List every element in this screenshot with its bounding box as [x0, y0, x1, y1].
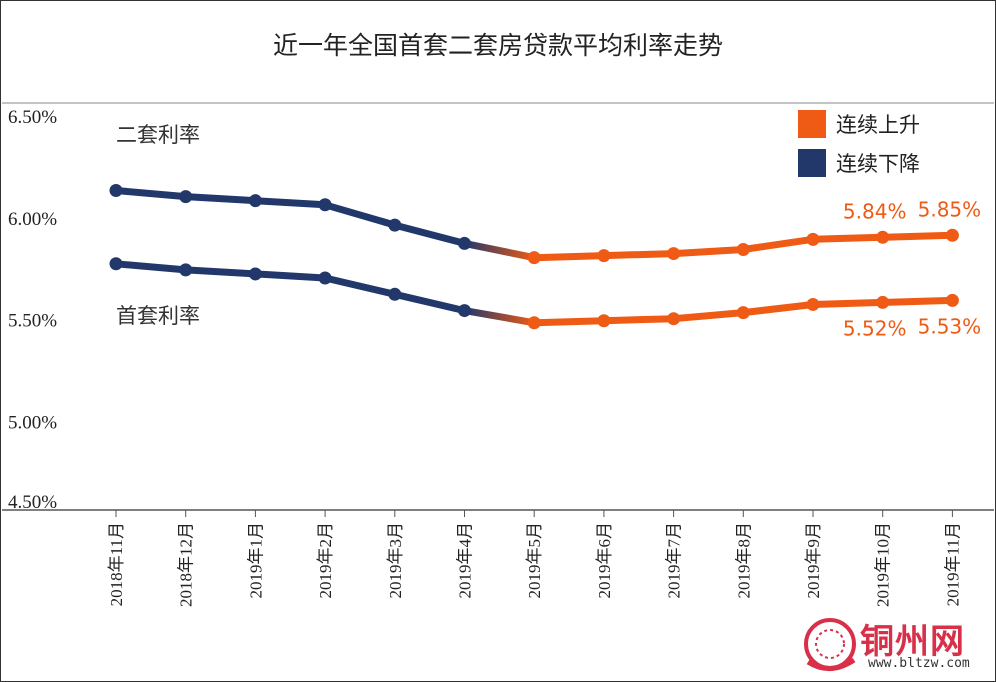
data-point	[388, 287, 402, 301]
series-name-label: 首套利率	[116, 304, 200, 328]
data-point	[876, 230, 890, 244]
data-point	[318, 271, 332, 285]
data-point	[248, 194, 262, 208]
x-tick-label: 2019年4月	[456, 522, 475, 599]
legend-label: 连续下降	[836, 152, 920, 176]
data-point	[736, 306, 750, 320]
series-line-falling	[112, 187, 468, 247]
series-name-label: 二套利率	[116, 123, 200, 147]
legend-label: 连续上升	[836, 113, 920, 137]
data-point	[945, 293, 959, 307]
data-point	[667, 247, 681, 261]
data-point	[458, 304, 471, 318]
data-point	[109, 257, 123, 271]
x-tick-label: 2019年9月	[804, 522, 823, 599]
data-point	[527, 251, 541, 265]
data-label: 5.52%	[843, 316, 907, 340]
x-tick-label: 2019年6月	[595, 522, 614, 599]
data-point	[806, 232, 820, 246]
data-point	[876, 295, 890, 309]
series-line-transition	[461, 307, 538, 327]
data-point	[388, 218, 402, 232]
x-tick-label: 2019年3月	[386, 522, 405, 599]
x-tick-label: 2019年7月	[665, 522, 684, 599]
y-tick-label: 5.00%	[8, 412, 57, 433]
data-point	[179, 190, 193, 204]
x-tick-label: 2019年2月	[316, 522, 335, 599]
x-tick-label: 2019年11月	[943, 522, 962, 606]
series-line-transition	[461, 239, 538, 262]
data-point	[109, 184, 123, 198]
data-point	[667, 312, 681, 326]
data-point	[597, 314, 611, 328]
data-point	[945, 228, 959, 242]
legend-swatch	[798, 110, 826, 138]
data-label: 5.53%	[918, 314, 982, 338]
x-tick-label: 2018年11月	[107, 522, 126, 606]
data-point	[318, 198, 332, 212]
site-watermark: 铜州网 www.bltzw.com	[800, 612, 990, 678]
legend-swatch	[798, 149, 826, 177]
series-line-falling	[112, 260, 468, 315]
data-point	[597, 249, 611, 263]
seal-icon	[804, 618, 856, 671]
x-tick-label: 2019年10月	[874, 522, 893, 607]
data-label: 5.85%	[918, 197, 982, 221]
y-tick-label: 6.50%	[8, 107, 57, 128]
data-point	[806, 297, 820, 311]
data-point	[458, 236, 471, 250]
x-tick-label: 2019年5月	[525, 522, 544, 599]
x-tick-label: 2019年8月	[734, 522, 753, 599]
data-point	[248, 267, 262, 281]
data-label: 5.84%	[843, 199, 907, 223]
watermark-name: 铜州网	[860, 622, 965, 662]
data-point	[527, 316, 541, 330]
y-tick-label: 6.00%	[8, 209, 57, 230]
x-tick-label: 2019年1月	[246, 522, 265, 599]
y-tick-label: 5.50%	[8, 311, 57, 332]
chart-title: 近一年全国首套二套房贷款平均利率走势	[272, 31, 723, 60]
y-tick-label: 4.50%	[8, 492, 57, 513]
watermark-url: www.bltzw.com	[868, 656, 970, 671]
x-tick-label: 2018年12月	[177, 522, 196, 607]
data-point	[179, 263, 193, 277]
data-point	[736, 243, 750, 257]
